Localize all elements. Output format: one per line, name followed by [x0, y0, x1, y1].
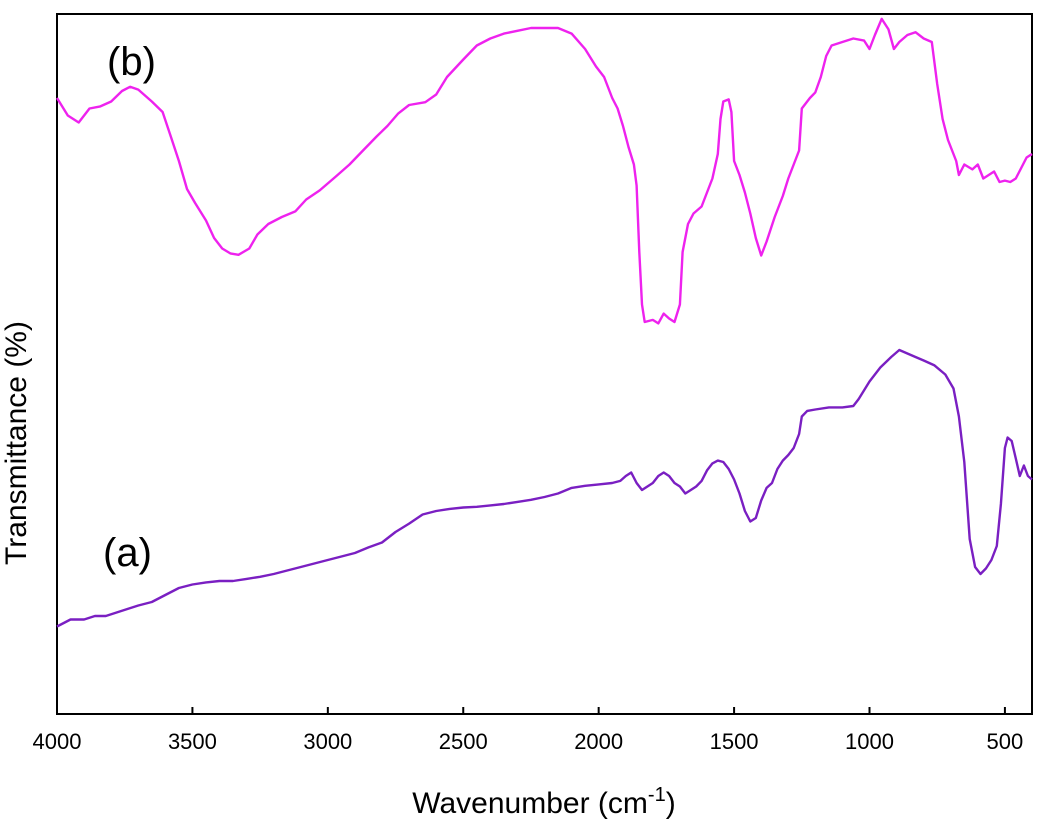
- curve-label: (a): [103, 531, 152, 575]
- series-line: [56, 348, 1033, 628]
- curve-labels: (b) (a): [103, 40, 156, 575]
- x-axis-title-main: Wavenumber (cm: [412, 787, 648, 820]
- series-layer: [55, 17, 1033, 628]
- x-tick-label: 2500: [439, 729, 488, 754]
- x-tick-label: 1000: [845, 729, 894, 754]
- x-tick-label: 2000: [574, 729, 623, 754]
- x-tick-label: 3500: [168, 729, 217, 754]
- x-tick-label: 1500: [710, 729, 759, 754]
- x-axis-title-close: ): [666, 787, 676, 820]
- x-tick-label: 4000: [33, 729, 82, 754]
- series-line: [55, 17, 1033, 325]
- x-axis-title: Wavenumber (cm-1): [412, 784, 675, 820]
- plot-area-frame: [56, 13, 1033, 715]
- y-axis-title: Transmittance (%): [0, 321, 33, 565]
- curve-label: (b): [107, 40, 156, 84]
- x-axis-ticks: 4000 3500 3000 2500 2000 1500 1000 500: [33, 707, 1024, 754]
- x-tick-label: 500: [987, 729, 1024, 754]
- x-axis-title-superscript: -1: [648, 784, 666, 806]
- x-tick-label: 3000: [303, 729, 352, 754]
